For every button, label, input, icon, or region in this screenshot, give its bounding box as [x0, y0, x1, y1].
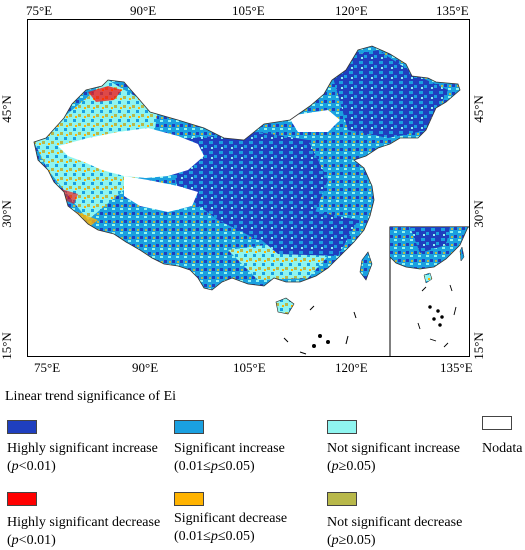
legend-sub-rest: <0.01) — [18, 533, 56, 548]
legend-sub-rest: <0.01 — [18, 459, 52, 474]
legend-swatch-nodata — [482, 416, 512, 430]
legend-sub-prefix: ( — [327, 459, 332, 474]
map-canvas — [33, 45, 469, 356]
lat-tick-left: 30°N — [0, 200, 14, 228]
hainan-island — [275, 297, 295, 315]
taiwan-island — [359, 251, 373, 281]
legend-sub-not-significant-decrease: (p≥0.05) — [327, 532, 376, 550]
legend-sub-p: p — [11, 533, 19, 548]
legend-sub-significant-increase: (0.01≤p≤0.05) — [174, 458, 255, 476]
legend-label-not-significant-increase: Not significant increase — [327, 441, 460, 456]
legend-sub-suffix: ) — [51, 459, 56, 474]
lon-tick-bottom: 120°E — [335, 360, 368, 375]
legend-swatch-highly-significant-increase — [7, 420, 37, 434]
legend-sub-prefix: (0.01≤ — [174, 459, 211, 474]
lon-tick-top: 105°E — [232, 3, 265, 18]
legend-swatch-not-significant-increase — [327, 420, 357, 434]
legend-swatch-significant-decrease — [174, 492, 204, 506]
legend-sub-p: p — [210, 459, 218, 474]
legend-sub-rest: ≤0.05) — [217, 529, 255, 544]
legend-sub-rest: ≥0.05) — [338, 459, 376, 474]
lon-tick-bottom: 90°E — [132, 360, 159, 375]
lat-tick-right: 30°N — [470, 200, 486, 228]
legend-label-significant-increase: Significant increase — [174, 441, 285, 456]
legend-sub-highly-significant-increase: (p<0.01) — [7, 458, 56, 476]
lat-tick-left: 45°N — [0, 95, 14, 123]
legend-sub-rest: ≥0.05) — [338, 533, 376, 548]
legend-sub-p: p — [331, 533, 339, 548]
legend-sub-highly-significant-decrease: (p<0.01) — [7, 533, 56, 548]
legend-sub-p: p — [331, 459, 339, 474]
legend-swatch-not-significant-decrease — [327, 492, 357, 506]
legend-sub-p: p — [210, 529, 218, 544]
legend-sub-not-significant-increase: (p≥0.05) — [327, 458, 376, 476]
legend-sub-prefix: (0.01≤ — [174, 529, 211, 544]
trend-map — [27, 19, 470, 357]
lon-tick-top: 135°E — [436, 3, 469, 18]
lon-tick-bottom: 135°E — [440, 360, 473, 375]
legend-sub-rest: ≤0.05) — [217, 459, 255, 474]
legend-label-highly-significant-decrease: Highly significant decrease — [7, 515, 161, 530]
legend-label-significant-decrease: Significant decrease — [174, 511, 288, 526]
legend-sub-p: p — [11, 459, 19, 474]
legend-swatch-significant-increase — [174, 420, 204, 434]
lat-tick-right: 15°N — [470, 332, 486, 360]
inset-map — [389, 226, 469, 356]
legend-label-highly-significant-increase: Highly significant increase — [7, 441, 158, 456]
lon-tick-top: 90°E — [130, 3, 157, 18]
lon-tick-bottom: 105°E — [233, 360, 266, 375]
lat-tick-left: 15°N — [0, 332, 14, 360]
lat-tick-right: 45°N — [470, 95, 486, 123]
legend-label-nodata: Nodata — [482, 441, 523, 456]
legend-sub-prefix: ( — [327, 533, 332, 548]
lon-tick-bottom: 75°E — [34, 360, 61, 375]
south-china-sea-dashes — [283, 305, 357, 355]
legend-sub-prefix: ( — [7, 459, 12, 474]
legend-title: Linear trend significance of Ei — [5, 389, 177, 404]
legend-label-not-significant-decrease: Not significant decrease — [327, 515, 463, 530]
legend-sub-significant-decrease: (0.01≤p≤0.05) — [174, 528, 255, 546]
lon-tick-top: 120°E — [335, 3, 368, 18]
legend-swatch-highly-significant-decrease — [7, 492, 37, 506]
lon-tick-top: 75°E — [26, 3, 53, 18]
